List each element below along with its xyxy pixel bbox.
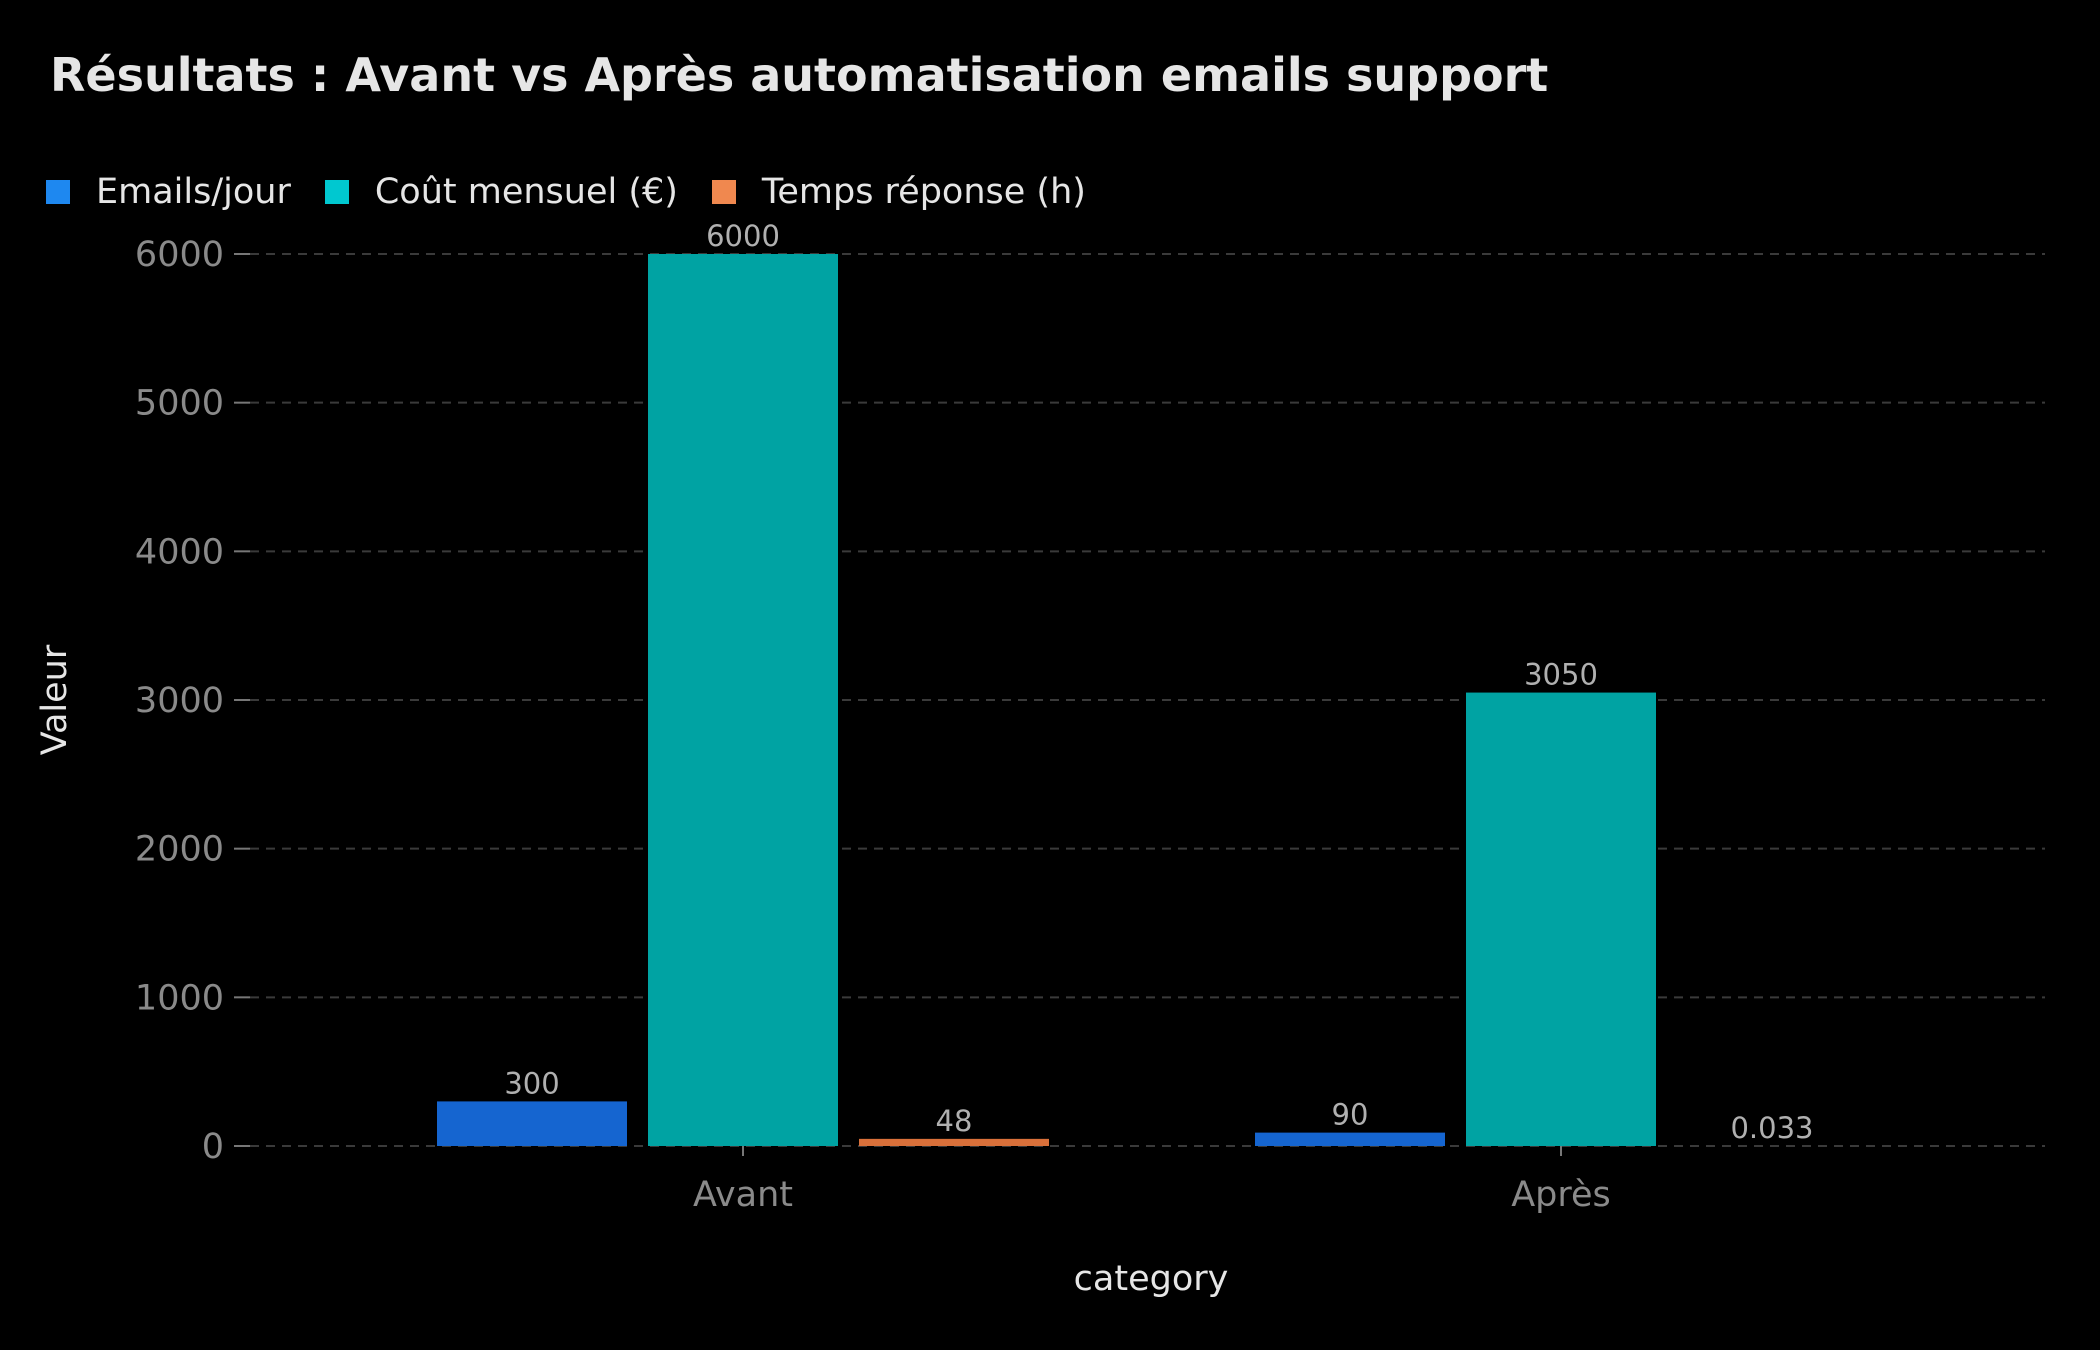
bar-1-0 <box>1255 1132 1445 1146</box>
legend-item-emails: Emails/jour <box>46 172 291 212</box>
y-tick-label: 1000 <box>135 978 224 1018</box>
data-label: 48 <box>936 1104 973 1138</box>
bar-0-2 <box>859 1138 1049 1146</box>
data-label: 3050 <box>1524 658 1598 692</box>
legend: Emails/jour Coût mensuel (€) Temps répon… <box>46 172 1120 212</box>
y-tick-label: 2000 <box>135 830 224 870</box>
legend-item-temps: Temps réponse (h) <box>711 172 1086 212</box>
axes: 0 1000 2000 3000 4000 5000 6000 Avant Après <box>135 235 1611 1215</box>
x-tick-label: Avant <box>693 1175 793 1215</box>
data-label: 6000 <box>706 219 780 253</box>
y-tick-label: 0 <box>202 1127 224 1167</box>
bar-1-1 <box>1466 692 1656 1146</box>
y-tick-label: 5000 <box>135 384 224 424</box>
data-label: 300 <box>504 1066 559 1100</box>
data-labels: 300 6000 48 90 3050 0.033 <box>504 219 1813 1145</box>
legend-swatch-emails <box>46 180 70 204</box>
x-axis-title: category <box>1074 1259 1229 1299</box>
legend-label-temps: Temps réponse (h) <box>761 172 1086 212</box>
grid-lines <box>250 253 2045 1147</box>
legend-item-cout: Coût mensuel (€) <box>324 172 678 212</box>
chart-title: Résultats : Avant vs Après automatisatio… <box>50 48 1549 102</box>
y-tick-label: 6000 <box>135 235 224 275</box>
legend-swatch-cout <box>324 180 349 204</box>
data-label: 0.033 <box>1730 1111 1813 1145</box>
legend-label-cout: Coût mensuel (€) <box>374 172 678 212</box>
legend-swatch-temps <box>711 180 736 204</box>
y-tick-label: 3000 <box>135 681 224 721</box>
data-label: 90 <box>1332 1098 1369 1132</box>
bar-0-1 <box>648 254 838 1146</box>
y-axis-title: Valeur <box>35 644 75 755</box>
legend-label-emails: Emails/jour <box>96 172 291 212</box>
bar-0-0 <box>437 1101 627 1146</box>
x-tick-label: Après <box>1511 1175 1611 1215</box>
bars <box>437 254 1867 1146</box>
y-tick-label: 4000 <box>135 532 224 572</box>
